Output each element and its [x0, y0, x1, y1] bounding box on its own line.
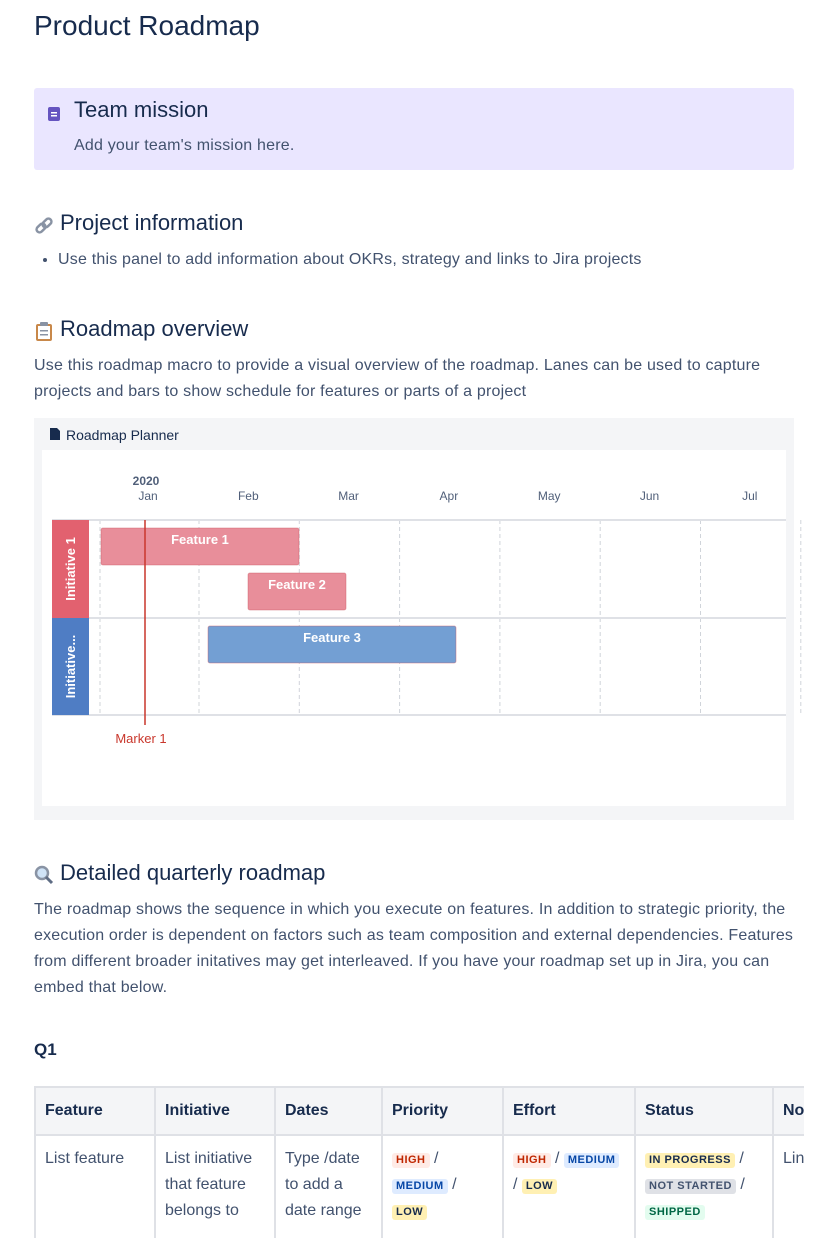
overview-heading: Roadmap overview — [60, 316, 249, 341]
month-label: Mar — [338, 489, 359, 503]
feature-bar — [100, 527, 300, 566]
header-row: Feature Initiative Dates Priority Effort Stat… — [34, 1086, 804, 1136]
month-label: Jul — [742, 489, 757, 503]
note-icon — [48, 107, 60, 121]
status-lozenge: LOW — [521, 1179, 558, 1194]
roadmap-planner: Roadmap Planner 2020 Jan Feb Mar Apr May Jun J… — [34, 418, 802, 820]
magnifier-icon — [34, 865, 54, 885]
page-icon — [50, 428, 60, 440]
lane-header — [52, 520, 89, 618]
table-row: List feature List initiative that feature… — [34, 1134, 804, 1238]
feature-bar — [207, 625, 457, 664]
column-header: Dates — [274, 1086, 383, 1136]
lane-label: Initiative 1 — [63, 537, 78, 601]
month-label: Jan — [138, 489, 157, 503]
month-label: Feb — [238, 489, 259, 503]
status-lozenge: SHIPPED — [645, 1205, 705, 1220]
lane-label: Initiative... — [63, 635, 78, 699]
project-info-list: Use this panel to add information about … — [0, 247, 642, 273]
column-header: Initiative — [154, 1086, 276, 1136]
table-cell: Type /date to add a date range — [274, 1134, 383, 1238]
link-icon — [35, 217, 53, 234]
table-cell: HIGH / MEDIUM / LOW — [381, 1134, 504, 1238]
separator: / — [739, 1150, 744, 1167]
mission-text: Add your team's mission here. — [74, 137, 295, 154]
column-header: Notes — [772, 1086, 804, 1136]
table-cell: Link to page or epic — [772, 1134, 804, 1238]
project-info-heading: Project information — [60, 210, 244, 235]
quarter-label: Q1 — [34, 1040, 57, 1059]
column-header: Effort — [502, 1086, 636, 1136]
separator: / — [740, 1176, 745, 1193]
feature-bar — [247, 572, 347, 611]
month-label: May — [538, 489, 561, 503]
table-cell: List initiative that feature belongs to — [154, 1134, 276, 1238]
separator: / — [433, 1150, 439, 1167]
status-lozenge: MEDIUM — [392, 1179, 448, 1194]
roadmap-table: Feature Initiative Dates Priority Effort Stat… — [34, 1086, 804, 1238]
status-lozenge: HIGH — [392, 1153, 430, 1168]
table-cell: HIGH / MEDIUM / LOW — [502, 1134, 636, 1238]
column-header: Priority — [381, 1086, 504, 1136]
clipboard-icon — [36, 322, 52, 341]
detailed-text: The roadmap shows the sequence in which … — [34, 901, 794, 996]
status-lozenge: NOT STARTED — [645, 1179, 736, 1194]
column-header: Feature — [34, 1086, 156, 1136]
feature-label: Feature 3 — [303, 630, 361, 645]
page-title: Product Roadmap — [34, 10, 260, 41]
table-wrap: Feature Initiative Dates Priority Effort Stat… — [34, 1086, 804, 1238]
feature-label: Feature 1 — [171, 532, 229, 547]
column-header: Status — [634, 1086, 774, 1136]
separator: / — [452, 1176, 457, 1193]
marker-label: Marker 1 — [115, 731, 166, 746]
separator: / — [554, 1150, 560, 1167]
mission-heading: Team mission — [74, 97, 209, 122]
status-lozenge: IN PROGRESS — [645, 1153, 735, 1168]
feature-label: Feature 2 — [268, 577, 326, 592]
detailed-heading: Detailed quarterly roadmap — [60, 860, 326, 885]
month-label: Apr — [440, 489, 459, 503]
month-label: Jun — [640, 489, 659, 503]
status-lozenge: HIGH — [513, 1153, 551, 1168]
planner-title: Roadmap Planner — [66, 427, 179, 443]
separator: / — [513, 1176, 518, 1193]
lane-header — [52, 618, 89, 715]
status-lozenge: MEDIUM — [563, 1153, 620, 1168]
status-lozenge: LOW — [392, 1205, 428, 1220]
table-cell: IN PROGRESS / NOT STARTED / SHIPPED — [634, 1134, 774, 1238]
table-cell: List feature — [34, 1134, 156, 1238]
mission-panel: Team mission Add your team's mission her… — [34, 88, 794, 170]
overview-text: Use this roadmap macro to provide a visu… — [34, 357, 761, 400]
year-label: 2020 — [133, 474, 160, 488]
bullet: Use this panel to add information about … — [58, 247, 642, 273]
